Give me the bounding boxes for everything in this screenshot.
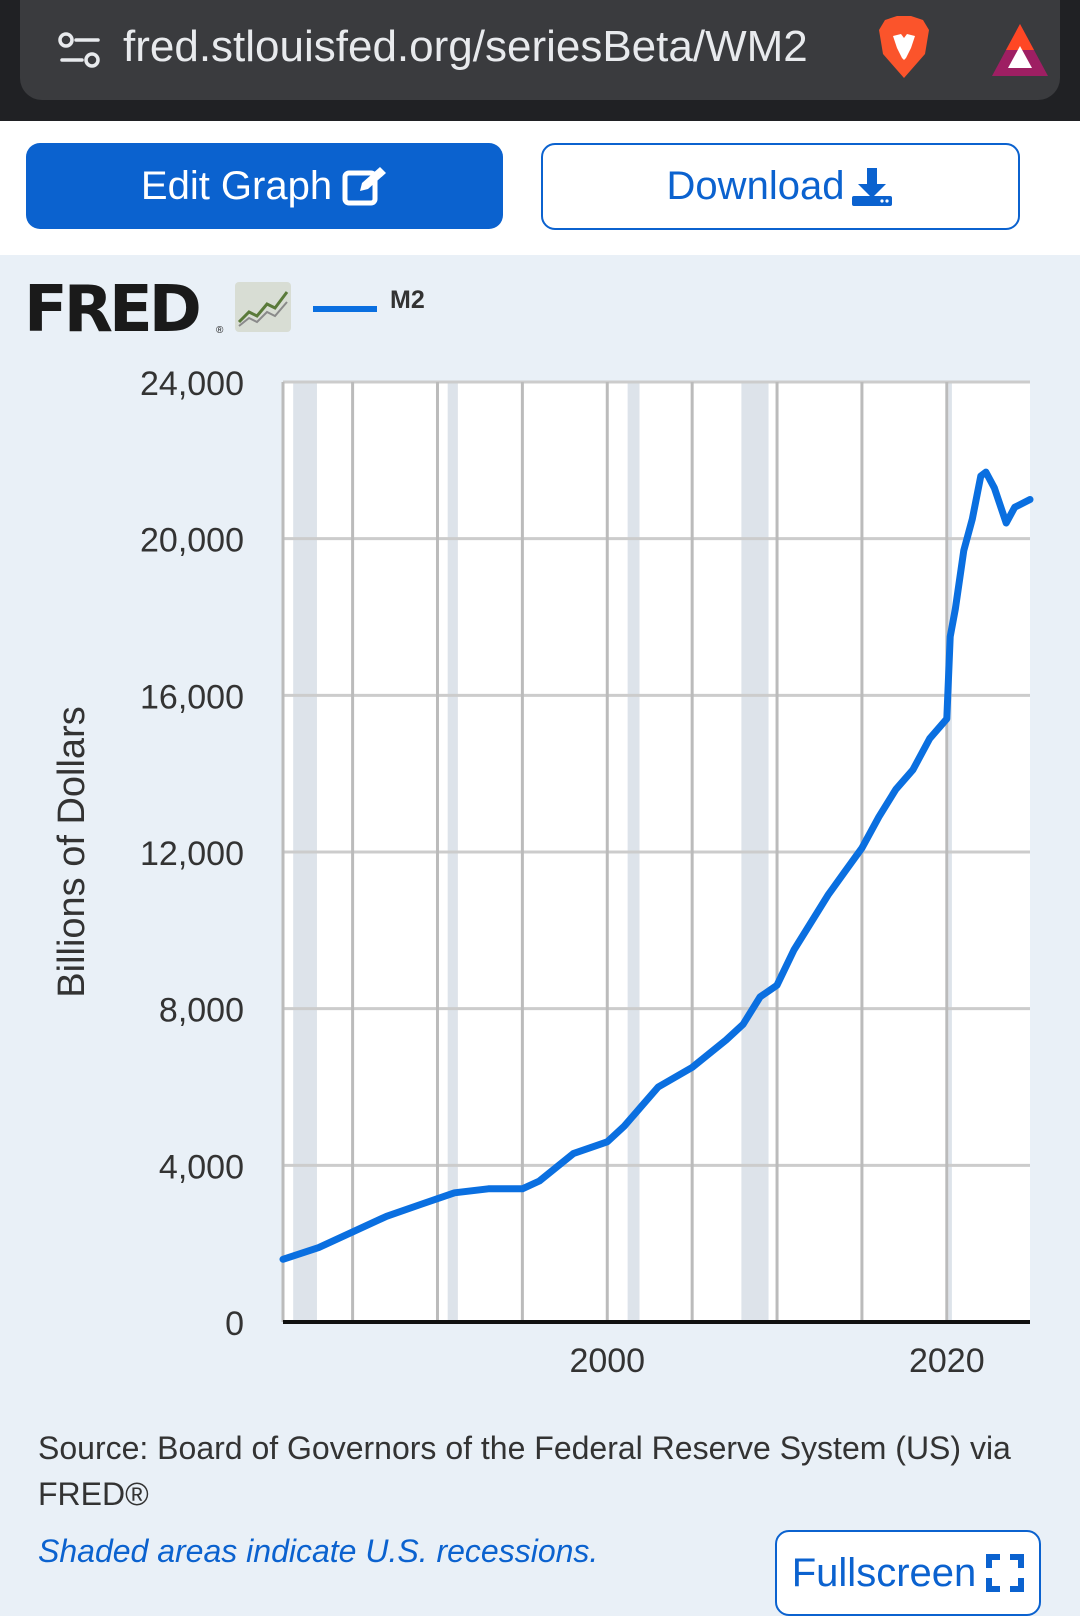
source-note: Source: Board of Governors of the Federa… <box>38 1430 1011 1512</box>
fred-logo: FRED <box>24 273 202 347</box>
y-tick-label: 8,000 <box>159 992 244 1030</box>
address-bar[interactable]: fred.stlouisfed.org/seriesBeta/WM2 <box>20 0 1060 100</box>
x-tick-label: 2020 <box>909 1342 985 1380</box>
legend-label-m2: M2 <box>390 286 425 314</box>
url-text[interactable]: fred.stlouisfed.org/seriesBeta/WM2 <box>123 22 808 71</box>
y-tick-label: 24,000 <box>140 365 244 403</box>
y-tick-label: 12,000 <box>140 835 244 873</box>
download-label: Download <box>666 164 845 208</box>
fullscreen-button[interactable]: Fullscreen <box>775 1530 1041 1616</box>
site-settings-icon[interactable] <box>58 30 102 70</box>
edit-graph-button[interactable]: Edit Graph <box>26 143 503 229</box>
fred-registered-mark: ® <box>216 325 224 336</box>
download-button[interactable]: Download <box>541 143 1020 230</box>
y-axis-label: Billions of Dollars <box>51 706 93 997</box>
rewards-triangle-icon[interactable] <box>990 22 1050 78</box>
edit-graph-label: Edit Graph <box>140 163 333 208</box>
brave-shields-icon[interactable] <box>875 14 933 80</box>
series-line-m2 <box>279 468 1034 1263</box>
fred-chart-logo-icon <box>235 282 291 332</box>
edit-icon <box>342 167 387 206</box>
m2-line-chart: 0 4,000 8,000 12,000 16,000 20,000 24,000 2000 2… <box>51 365 1034 1380</box>
y-tick-label: 0 <box>225 1305 244 1343</box>
x-tick-label: 2000 <box>569 1342 645 1380</box>
download-icon <box>852 167 893 206</box>
y-tick-label: 16,000 <box>140 678 244 716</box>
browser-toolbar: fred.stlouisfed.org/seriesBeta/WM2 <box>0 0 1080 121</box>
legend-swatch-m2 <box>313 306 377 312</box>
graph-action-bar: Edit Graph Download <box>0 121 1080 255</box>
fullscreen-icon <box>986 1554 1025 1592</box>
recession-note: Shaded areas indicate U.S. recessions. <box>38 1533 599 1569</box>
y-tick-label: 20,000 <box>140 522 244 560</box>
y-tick-label: 4,000 <box>159 1148 244 1186</box>
fullscreen-label: Fullscreen <box>791 1550 977 1595</box>
